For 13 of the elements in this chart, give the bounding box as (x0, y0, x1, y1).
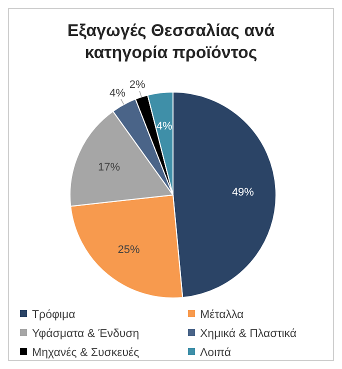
legend-label: Λοιπά (200, 347, 232, 360)
legend-label: Χημικά & Πλαστικά (200, 328, 297, 340)
data-label: 49% (232, 186, 254, 199)
legend-label: Μηχανές & Συσκευές (32, 347, 140, 360)
legend-label: Τρόφιμα (32, 309, 76, 322)
legend-label: Υφάσματα & Ένδυση (32, 328, 140, 340)
data-label: 25% (118, 244, 140, 256)
data-label: 4% (156, 120, 172, 132)
data-label: 17% (98, 161, 120, 174)
legend-label: Μέταλλα (200, 309, 244, 322)
data-label: 4% (109, 88, 126, 100)
data-label: 2% (129, 79, 146, 92)
chart-title: Εξαγωγές Θεσσαλίας ανά κατηγορία προϊόντος (67, 21, 276, 62)
